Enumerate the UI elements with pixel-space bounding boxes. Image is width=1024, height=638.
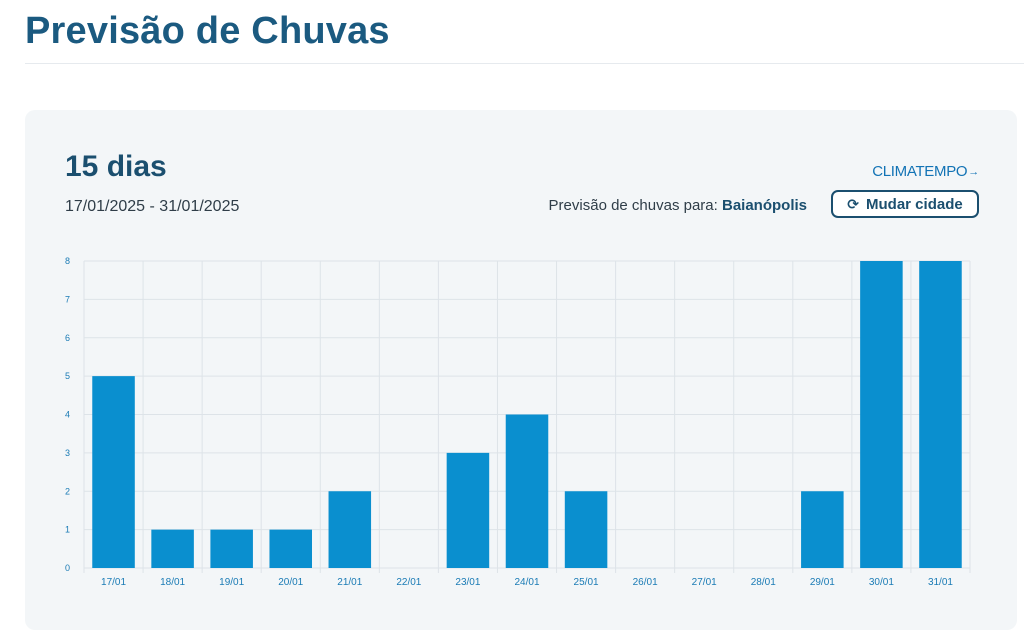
x-tick-label: 31/01: [928, 577, 953, 588]
y-tick-label: 5: [65, 371, 70, 381]
page-title: Previsão de Chuvas: [25, 10, 390, 52]
date-range: 17/01/2025 - 31/01/2025: [65, 198, 240, 215]
chart-bar: [210, 529, 253, 568]
x-tick-label: 25/01: [574, 577, 599, 588]
x-tick-label: 17/01: [101, 577, 126, 588]
chart-bar: [269, 529, 312, 568]
y-tick-label: 4: [65, 410, 70, 420]
y-tick-label: 2: [65, 486, 70, 496]
y-tick-label: 8: [65, 256, 70, 266]
chart-bar: [151, 529, 194, 568]
x-tick-label: 21/01: [337, 577, 362, 588]
refresh-icon: ⟳: [847, 196, 860, 212]
x-tick-label: 30/01: [869, 577, 894, 588]
x-tick-label: 28/01: [751, 577, 776, 588]
climatempo-logo[interactable]: CLIMATEMPO →: [872, 163, 979, 180]
x-tick-label: 22/01: [396, 577, 421, 588]
chart-bar: [328, 491, 372, 568]
rain-bar-chart: 0 1 2 3 4 5 6 7 8 17/01 18/01 19/01 20/01 21/01 22/01 2…: [65, 256, 971, 588]
y-tick-label: 6: [65, 333, 70, 343]
y-tick-label: 1: [65, 525, 70, 535]
y-tick-label: 0: [65, 563, 70, 573]
brand-arrow-icon: →: [968, 165, 979, 178]
x-tick-label: 20/01: [278, 577, 303, 588]
chart-bar: [446, 452, 490, 568]
change-city-button[interactable]: ⟳ Mudar cidade: [831, 190, 979, 218]
x-tick-label: 23/01: [455, 577, 480, 588]
y-tick-label: 7: [65, 294, 70, 304]
chart-bar: [92, 376, 135, 568]
x-tick-label: 18/01: [160, 577, 185, 588]
chart-bar: [919, 261, 962, 568]
chart-bar: [801, 491, 844, 568]
forecast-card: 15 dias 17/01/2025 - 31/01/2025 CLIMATEM…: [25, 110, 1017, 630]
card-title: 15 dias: [65, 150, 167, 183]
chart-bar: [505, 414, 549, 568]
chart-bar: [860, 261, 903, 568]
location-line: Previsão de chuvas para: Baianópolis: [549, 197, 807, 214]
x-tick-label: 27/01: [692, 577, 717, 588]
location-prefix: Previsão de chuvas para:: [548, 197, 718, 214]
chart-bar: [564, 491, 608, 568]
title-divider: [25, 63, 1024, 64]
x-tick-label: 19/01: [219, 577, 244, 588]
y-tick-label: 3: [65, 448, 70, 458]
x-tick-label: 29/01: [810, 577, 835, 588]
location-city: Baianópolis: [721, 197, 807, 214]
x-tick-label: 24/01: [514, 577, 539, 588]
x-tick-label: 26/01: [633, 577, 658, 588]
brand-name: CLIMATEMPO: [872, 163, 968, 180]
change-city-label: Mudar cidade: [866, 195, 963, 213]
